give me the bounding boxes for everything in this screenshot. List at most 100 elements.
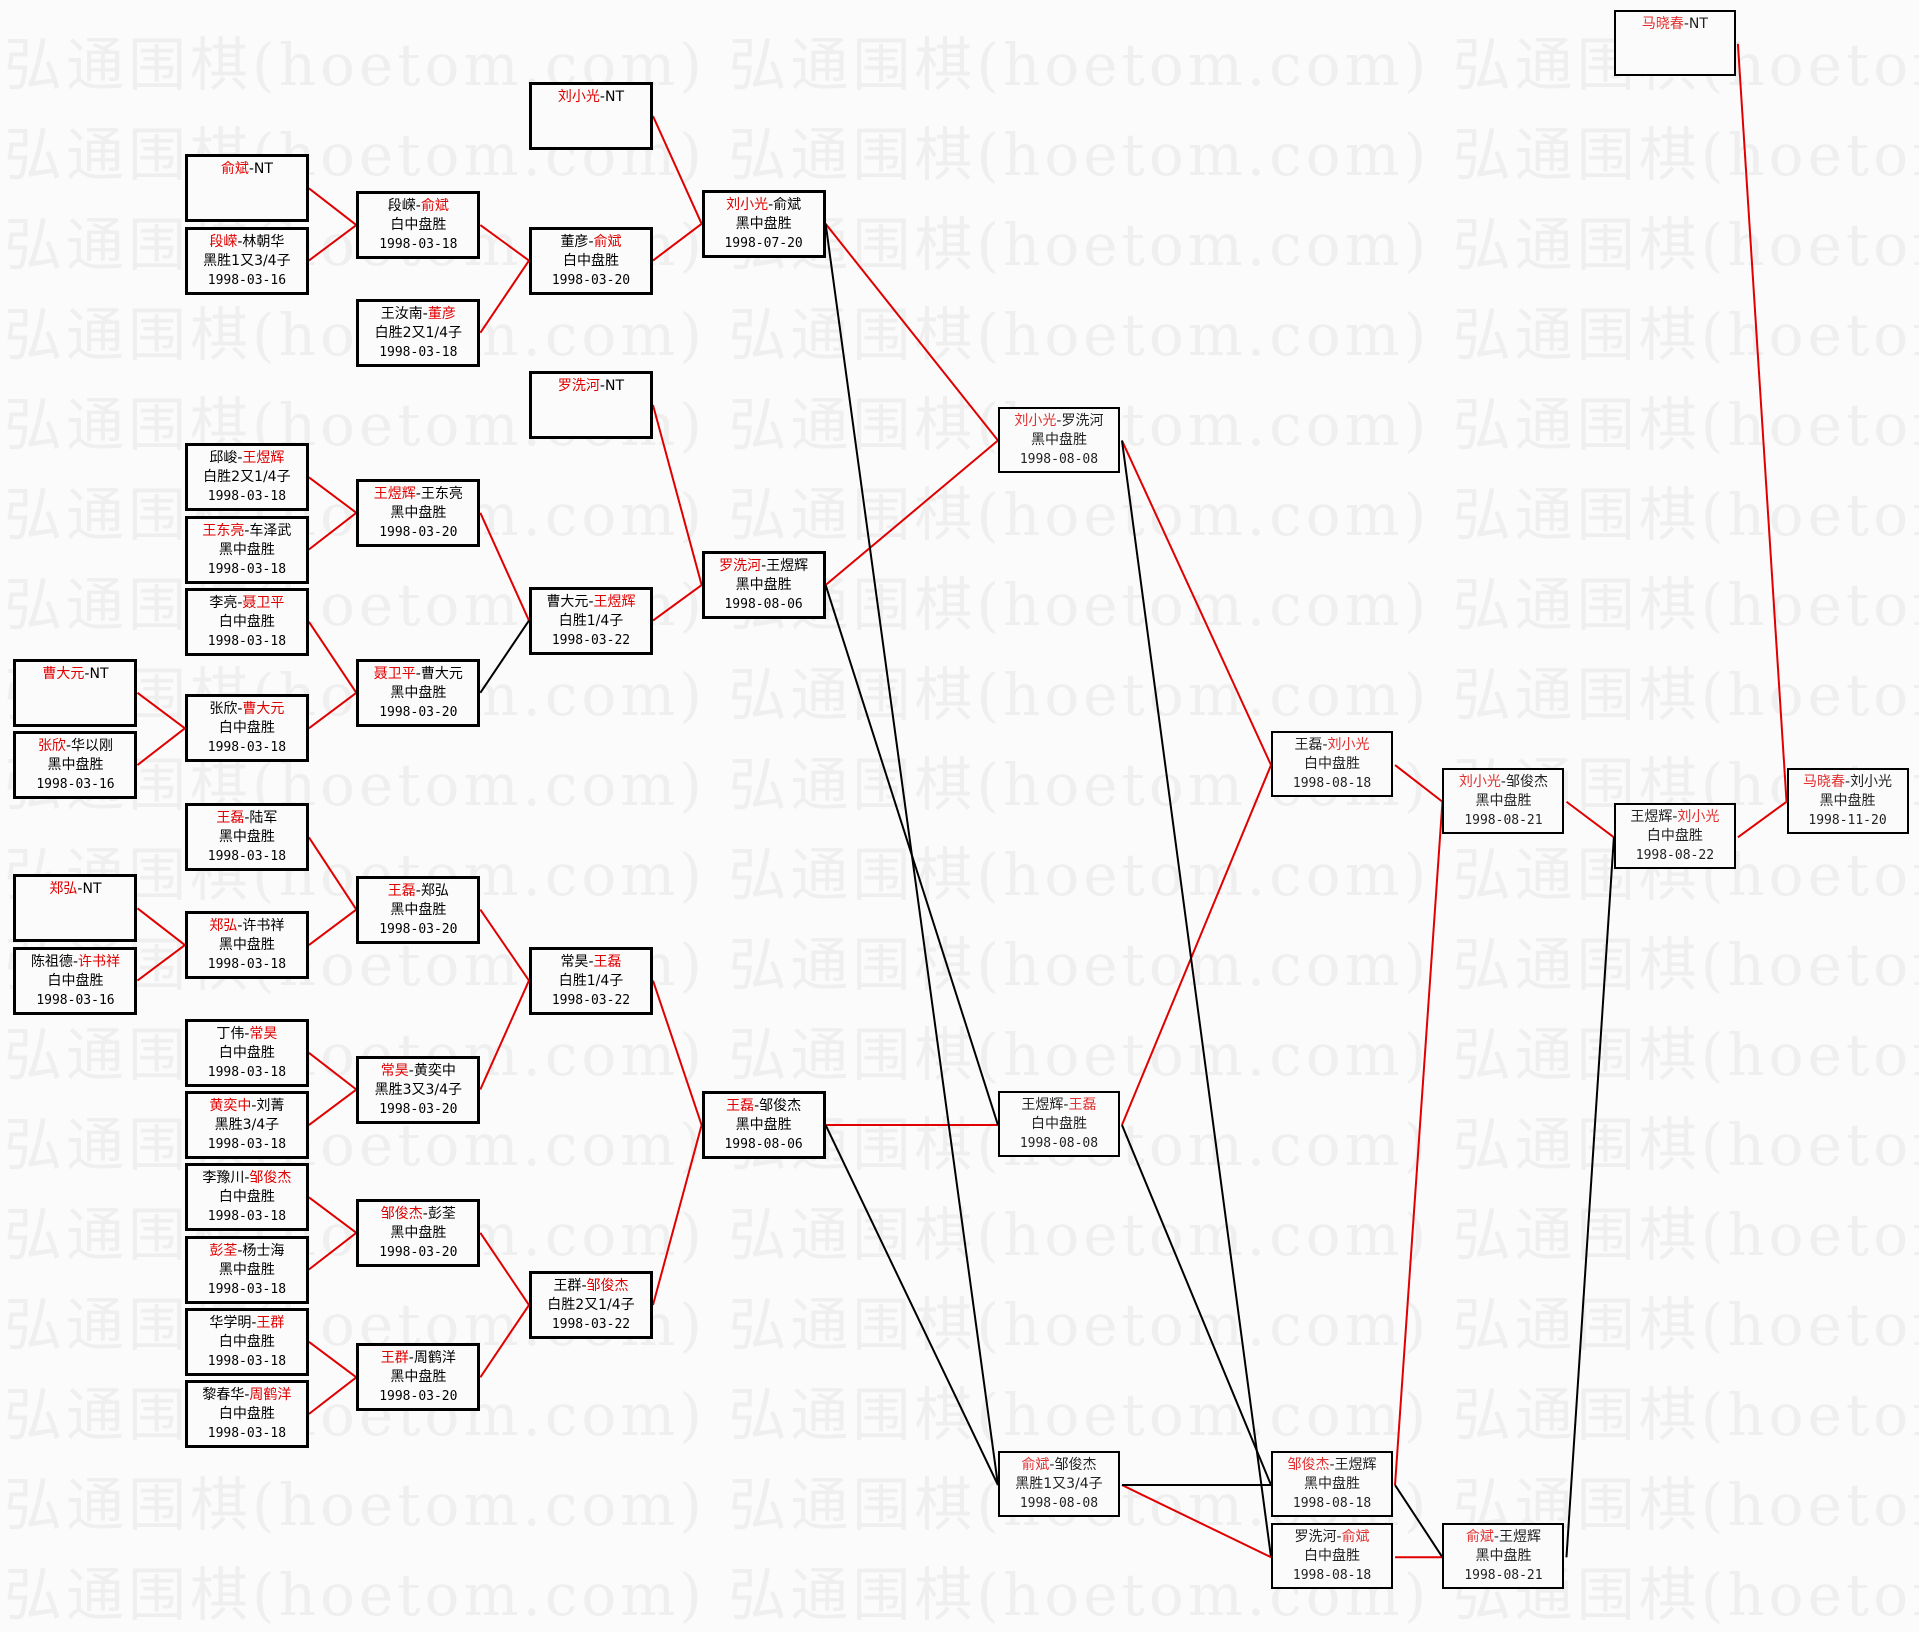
player-name: 王煜辉	[1334, 1457, 1377, 1474]
match-box[interactable]: 王煜辉-王东亮 黑中盘胜 1998-03-20	[356, 478, 481, 547]
player-name: 黎春华	[202, 1387, 245, 1403]
separator: -	[415, 198, 421, 215]
winner-connector-line	[479, 259, 530, 334]
match-date: 1998-03-18	[379, 344, 458, 360]
match-box[interactable]: 王磊-邹俊杰 黑中盘胜 1998-08-06	[701, 1091, 826, 1160]
match-players: 王煜辉-王磊	[1000, 1093, 1118, 1115]
separator: -	[1493, 1529, 1499, 1546]
match-box[interactable]: 黄奕中-刘菁 黑胜3/4子 1998-03-18	[184, 1091, 309, 1160]
match-box[interactable]: 罗洗河-王煜辉 黑中盘胜 1998-08-06	[701, 551, 826, 620]
player-name: NT	[604, 378, 625, 395]
match-box[interactable]: 罗洗河-NT	[528, 371, 653, 440]
match-result: 白中盘胜	[1304, 756, 1361, 773]
player-name: NT	[82, 881, 102, 898]
separator: -	[237, 233, 243, 250]
match-box[interactable]: 王汝南-董彦 白胜2又1/4子 1998-03-18	[356, 298, 481, 367]
match-box[interactable]: 刘小光-俞斌 黑中盘胜 1998-07-20	[701, 189, 826, 258]
match-box[interactable]: 黎春华-周鹤洋 白中盘胜 1998-03-18	[184, 1380, 309, 1448]
winner-name: 王磊	[216, 810, 245, 827]
winner-connector-line	[308, 1340, 357, 1379]
match-box[interactable]: 王磊-郑弘 黑中盘胜 1998-03-20	[356, 875, 481, 944]
loser-connector-line	[479, 619, 530, 694]
match-players: 罗洗河-NT	[532, 374, 650, 396]
match-date: 1998-03-18	[207, 1209, 287, 1225]
match-box[interactable]: 邱峻-王煜辉 白胜2又1/4子 1998-03-18	[184, 443, 309, 512]
match-box[interactable]: 董彦-俞斌 白中盘胜 1998-03-20	[528, 226, 653, 295]
winner-name: 郑弘	[49, 881, 78, 898]
winner-connector-line	[308, 511, 357, 551]
match-date: 1998-03-18	[207, 849, 287, 865]
match-box[interactable]: 王煜辉-刘小光 白中盘胜 1998-08-22	[1613, 803, 1736, 870]
match-box[interactable]: 常昊-黄奕中 黑胜3又3/4子 1998-03-20	[356, 1055, 481, 1124]
match-box[interactable]: 俞斌-邹俊杰 黑胜1又3/4子 1998-08-08	[997, 1451, 1120, 1518]
separator: -	[237, 1242, 243, 1259]
match-result: 黑胜1又3/4子	[203, 252, 291, 269]
winner-name: 邹俊杰	[249, 1170, 292, 1187]
match-box[interactable]: 张欣-华以刚 黑中盘胜 1998-03-16	[13, 731, 138, 800]
match-box[interactable]: 王煜辉-王磊 白中盘胜 1998-08-08	[997, 1091, 1120, 1158]
separator: -	[761, 558, 767, 575]
match-box[interactable]: 王东亮-车泽武 黑中盘胜 1998-03-18	[184, 515, 309, 584]
match-date: 1998-08-21	[1464, 1568, 1543, 1584]
match-box[interactable]: 郑弘-许书祥 黑中盘胜 1998-03-18	[184, 911, 309, 980]
match-box[interactable]: 俞斌-王煜辉 黑中盘胜 1998-08-21	[1442, 1523, 1565, 1590]
match-box[interactable]: 马晓春-刘小光 黑中盘胜 1998-11-20	[1786, 767, 1909, 834]
winner-name: 俞斌	[220, 161, 249, 178]
separator: -	[244, 810, 250, 827]
match-box[interactable]: 郑弘-NT	[13, 874, 138, 943]
match-box[interactable]: 邹俊杰-王煜辉 黑中盘胜 1998-08-18	[1271, 1451, 1394, 1518]
separator: -	[754, 1098, 760, 1115]
match-result: 白胜1/4子	[558, 612, 624, 629]
match-box[interactable]: 马晓春-NT	[1613, 9, 1736, 76]
match-players: 俞斌-王煜辉	[1444, 1525, 1562, 1547]
match-box[interactable]: 俞斌-NT	[184, 154, 309, 223]
match-box[interactable]: 李亮-聂卫平 白中盘胜 1998-03-18	[184, 587, 309, 656]
separator: -	[251, 1098, 257, 1115]
winner-connector-line	[479, 224, 530, 262]
match-players: 王汝南-董彦	[359, 302, 477, 324]
match-players: 常昊-王磊	[532, 950, 650, 972]
match-box[interactable]: 王群-周鹤洋 黑中盘胜 1998-03-20	[356, 1343, 481, 1412]
match-box[interactable]: 王磊-刘小光 白中盘胜 1998-08-18	[1271, 731, 1394, 798]
winner-name: 王磊	[387, 882, 416, 899]
winner-name: 张欣	[37, 738, 66, 755]
match-box[interactable]: 刘小光-罗洗河 黑中盘胜 1998-08-08	[997, 406, 1120, 473]
loser-connector-line	[1120, 440, 1273, 1558]
match-box[interactable]: 王群-邹俊杰 白胜2又1/4子 1998-03-22	[528, 1271, 653, 1340]
match-box[interactable]: 段嵘-林朝华 黑胜1又3/4子 1998-03-16	[184, 226, 309, 295]
match-box[interactable]: 丁伟-常昊 白中盘胜 1998-03-18	[184, 1018, 309, 1087]
match-players: 华学明-王群	[188, 1311, 306, 1333]
match-box[interactable]: 曹大元-NT	[13, 658, 138, 727]
match-box[interactable]: 彭荃-杨士海 黑中盘胜 1998-03-18	[184, 1235, 309, 1304]
winner-connector-line	[308, 1088, 357, 1126]
match-players: 段嵘-林朝华	[188, 230, 306, 252]
match-box[interactable]: 邹俊杰-彭荃 黑中盘胜 1998-03-20	[356, 1198, 481, 1267]
match-date: 1998-03-18	[207, 561, 287, 577]
match-date: 1998-08-08	[1019, 1496, 1099, 1512]
loser-connector-line	[1394, 1484, 1444, 1558]
separator: -	[244, 1025, 250, 1042]
match-box[interactable]: 罗洗河-俞斌 白中盘胜 1998-08-18	[1271, 1523, 1394, 1590]
match-box[interactable]: 段嵘-俞斌 白中盘胜 1998-03-18	[356, 191, 481, 260]
match-box[interactable]: 张欣-曹大元 白中盘胜 1998-03-18	[184, 694, 309, 763]
winner-name: 刘小光	[1458, 773, 1501, 790]
winner-connector-line	[1121, 1484, 1272, 1559]
player-name: NT	[89, 665, 109, 682]
match-result: 黑中盘胜	[735, 577, 792, 594]
match-box[interactable]: 聂卫平-曹大元 黑中盘胜 1998-03-20	[356, 658, 481, 727]
winner-name: 常昊	[249, 1025, 278, 1042]
match-box[interactable]: 李豫川-邹俊杰 白中盘胜 1998-03-18	[184, 1163, 309, 1232]
match-date: 1998-03-22	[551, 1317, 631, 1333]
winner-name: 王群	[380, 1350, 409, 1367]
player-name: 华学明	[209, 1314, 252, 1331]
match-box[interactable]: 华学明-王群 白中盘胜 1998-03-18	[184, 1307, 309, 1376]
match-box[interactable]: 王磊-陆军 黑中盘胜 1998-03-18	[184, 803, 309, 872]
match-box[interactable]: 刘小光-NT	[528, 82, 653, 151]
match-result: 白胜2又1/4子	[203, 469, 291, 486]
match-box[interactable]: 常昊-王磊 白胜1/4子 1998-03-22	[528, 946, 653, 1015]
match-box[interactable]: 曹大元-王煜辉 白胜1/4子 1998-03-22	[528, 586, 653, 655]
winner-connector-line	[479, 1304, 530, 1378]
match-box[interactable]: 刘小光-邹俊杰 黑中盘胜 1998-08-21	[1442, 767, 1565, 834]
separator: -	[1056, 412, 1062, 429]
match-box[interactable]: 陈祖德-许书祥 白中盘胜 1998-03-16	[13, 946, 138, 1015]
